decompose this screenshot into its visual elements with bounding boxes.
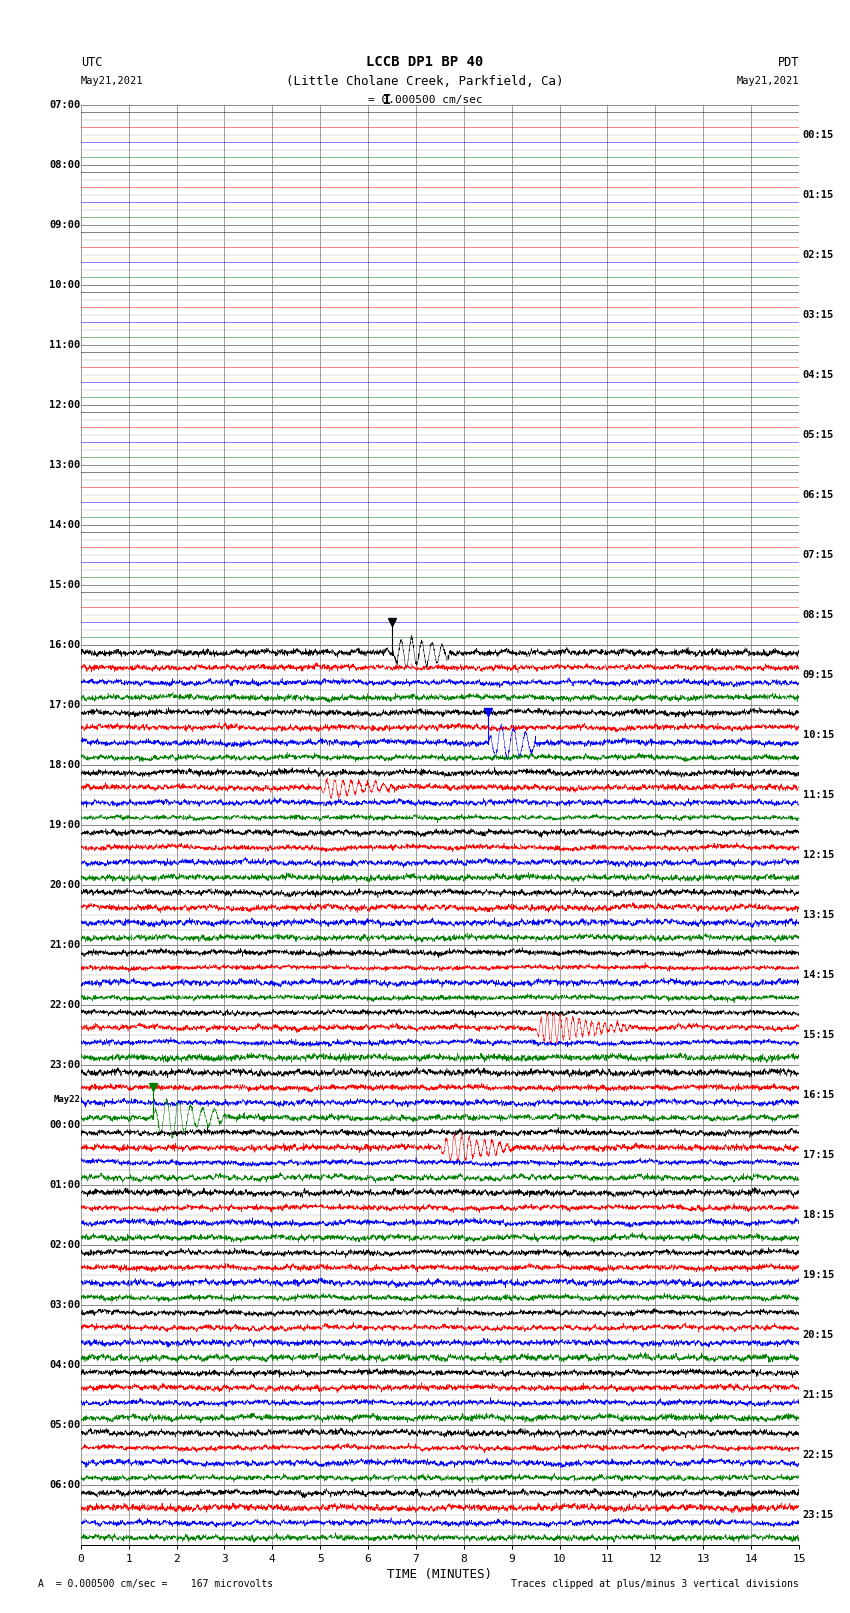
Text: 13:00: 13:00 [49,460,80,469]
Text: 21:15: 21:15 [803,1390,834,1400]
Text: 00:15: 00:15 [803,131,834,140]
Text: UTC: UTC [81,55,102,69]
Text: 10:15: 10:15 [803,731,834,740]
Text: 15:00: 15:00 [49,581,80,590]
Text: 18:00: 18:00 [49,760,80,769]
Text: 03:00: 03:00 [49,1300,80,1310]
Text: 13:15: 13:15 [803,910,834,919]
Text: 04:00: 04:00 [49,1360,80,1369]
Text: 14:15: 14:15 [803,969,834,981]
Text: 11:15: 11:15 [803,790,834,800]
Text: 22:00: 22:00 [49,1000,80,1010]
Text: 09:15: 09:15 [803,669,834,681]
Text: Traces clipped at plus/minus 3 vertical divisions: Traces clipped at plus/minus 3 vertical … [511,1579,799,1589]
Text: 20:00: 20:00 [49,881,80,890]
Text: = 0.000500 cm/sec =    167 microvolts: = 0.000500 cm/sec = 167 microvolts [44,1579,274,1589]
Text: 05:00: 05:00 [49,1419,80,1431]
Text: 12:00: 12:00 [49,400,80,410]
Text: 07:15: 07:15 [803,550,834,560]
Text: 16:00: 16:00 [49,640,80,650]
Text: PDT: PDT [778,55,799,69]
Text: May21,2021: May21,2021 [81,76,144,87]
Text: 07:00: 07:00 [49,100,80,110]
Text: LCCB DP1 BP 40: LCCB DP1 BP 40 [366,55,484,69]
Text: (Little Cholane Creek, Parkfield, Ca): (Little Cholane Creek, Parkfield, Ca) [286,74,564,89]
Text: 18:15: 18:15 [803,1210,834,1219]
Text: 01:15: 01:15 [803,190,834,200]
Text: 19:00: 19:00 [49,819,80,831]
Text: 21:00: 21:00 [49,940,80,950]
Text: 08:15: 08:15 [803,610,834,619]
Text: 14:00: 14:00 [49,519,80,531]
Text: 02:00: 02:00 [49,1240,80,1250]
Text: 17:00: 17:00 [49,700,80,710]
Text: 05:15: 05:15 [803,431,834,440]
Text: 06:15: 06:15 [803,490,834,500]
Text: 01:00: 01:00 [49,1181,80,1190]
Text: 23:00: 23:00 [49,1060,80,1069]
Text: 09:00: 09:00 [49,219,80,231]
Text: 23:15: 23:15 [803,1510,834,1519]
Text: 02:15: 02:15 [803,250,834,260]
Text: 00:00: 00:00 [49,1119,80,1131]
Text: 03:15: 03:15 [803,310,834,319]
Text: 19:15: 19:15 [803,1269,834,1281]
X-axis label: TIME (MINUTES): TIME (MINUTES) [388,1568,492,1581]
Text: A: A [38,1579,44,1589]
Text: 20:15: 20:15 [803,1331,834,1340]
Text: 11:00: 11:00 [49,340,80,350]
Text: 08:00: 08:00 [49,160,80,169]
Text: 22:15: 22:15 [803,1450,834,1460]
Text: 10:00: 10:00 [49,281,80,290]
Text: May22: May22 [54,1095,80,1105]
Text: I: I [382,94,391,108]
Text: 06:00: 06:00 [49,1481,80,1490]
Text: = 0.000500 cm/sec: = 0.000500 cm/sec [367,95,483,105]
Text: 04:15: 04:15 [803,369,834,381]
Text: 12:15: 12:15 [803,850,834,860]
Text: 16:15: 16:15 [803,1090,834,1100]
Text: 15:15: 15:15 [803,1031,834,1040]
Text: May21,2021: May21,2021 [736,76,799,87]
Text: 17:15: 17:15 [803,1150,834,1160]
